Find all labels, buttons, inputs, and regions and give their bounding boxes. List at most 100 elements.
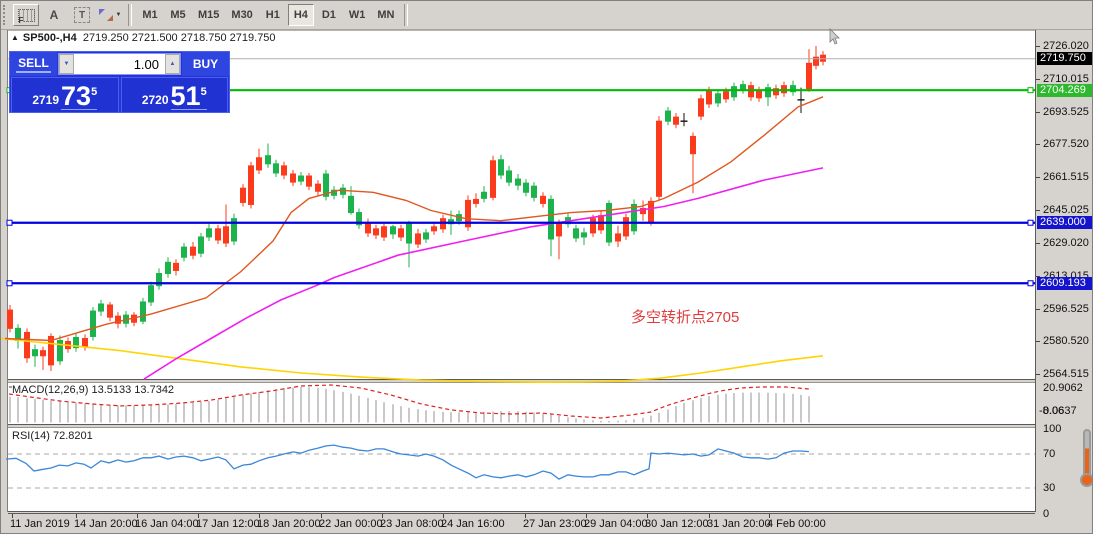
price-axis-tick xyxy=(1036,177,1040,178)
buy-price-display[interactable]: 2720 515 xyxy=(120,77,228,113)
spinner-up-icon: ▲ xyxy=(169,61,176,67)
sell-price-display[interactable]: 2719 735 xyxy=(11,77,119,113)
rsi-scale-label: 30 xyxy=(1043,482,1056,494)
macd-scale-value-a: 0.0637 xyxy=(1043,405,1077,417)
time-axis-tick xyxy=(443,514,444,518)
price-scale-label: 2645.025 xyxy=(1043,204,1089,217)
time-axis-tick xyxy=(525,514,526,518)
timeframe-group: M1 M5 M15 M30 H1 H4 D1 W1 MN xyxy=(136,4,400,26)
chart-right-border xyxy=(1035,30,1036,512)
time-axis-tick xyxy=(137,514,138,518)
volume-stepper: ▼ 1.00 ▲ xyxy=(58,53,181,75)
price-axis-tick xyxy=(1036,144,1040,146)
time-axis-label: 29 Jan 04:00 xyxy=(584,518,648,530)
rsi-scale-label: 100 xyxy=(1043,422,1062,435)
chart-title: ▲ SP500-,H4 2719.250 2721.500 2718.750 27… xyxy=(11,32,276,44)
time-axis-label: 4 Feb 00:00 xyxy=(767,518,826,530)
price-axis-tick xyxy=(1036,308,1040,310)
price-scale-label: 2693.525 xyxy=(1043,105,1089,118)
time-axis-tick xyxy=(198,514,199,518)
timeframe-button-w1[interactable]: W1 xyxy=(348,9,366,21)
price-scale-label: 2726.020 xyxy=(1043,40,1089,52)
chart-left-border xyxy=(7,30,8,512)
price-axis[interactable]: 2726.020 2710.015 2693.525 2677.520 2661.515… xyxy=(1036,30,1092,520)
price-axis-tick xyxy=(1036,46,1040,47)
volume-decrease-button[interactable]: ▼ xyxy=(59,54,74,74)
price-tag: 2704.269 xyxy=(1037,83,1092,97)
timeframe-button-m1[interactable]: M1 xyxy=(142,9,158,21)
grid-icon: F xyxy=(17,8,35,25)
time-axis-label: 30 Jan 12:00 xyxy=(645,518,709,530)
time-axis-tick xyxy=(769,514,770,518)
spinner-down-icon: ▼ xyxy=(63,61,70,67)
draw-objects-button[interactable]: ▼ xyxy=(97,4,123,26)
price-scale-label: 2677.520 xyxy=(1043,138,1089,151)
timeframe-button-h1[interactable]: H1 xyxy=(265,9,280,21)
price-scale-label: 2661.515 xyxy=(1043,171,1089,183)
time-axis-label: 14 Jan 20:00 xyxy=(74,518,138,530)
chevron-down-icon[interactable]: ▼ xyxy=(115,12,122,18)
time-axis-tick xyxy=(709,514,710,518)
price-tag: 2609.193 xyxy=(1037,276,1092,290)
toolbar-separator xyxy=(128,4,132,26)
symbol-triangle-icon: ▲ xyxy=(11,33,19,42)
text-box-icon: T xyxy=(74,7,90,23)
time-axis-label: 23 Jan 08:00 xyxy=(380,518,444,530)
rsi-scale-label: 70 xyxy=(1043,448,1056,460)
volume-increase-button[interactable]: ▲ xyxy=(165,54,180,74)
draw-objects-icon xyxy=(98,8,113,22)
rsi-label: RSI(14) 72.8201 xyxy=(12,430,93,442)
timeframe-button-h4[interactable]: H4 xyxy=(287,4,314,26)
timeframe-button-m15[interactable]: M15 xyxy=(198,9,220,21)
volume-input[interactable]: 1.00 xyxy=(74,54,165,74)
time-axis-label: 31 Jan 20:00 xyxy=(707,518,771,530)
price-scale-label: 2564.515 xyxy=(1043,368,1089,380)
price-axis-tick xyxy=(1036,210,1040,212)
timeframe-button-m5[interactable]: M5 xyxy=(170,9,186,21)
price-scale-label: 2596.525 xyxy=(1043,302,1089,315)
timeframe-button-m30[interactable]: M30 xyxy=(231,9,253,21)
price-axis-tick xyxy=(1036,78,1040,80)
chart-templates-button[interactable]: F xyxy=(13,4,39,26)
letter-a-icon: A xyxy=(49,8,59,22)
buy-button[interactable]: BUY xyxy=(182,52,229,76)
time-axis-label: 24 Jan 16:00 xyxy=(441,518,505,530)
price-scale-label: 2580.520 xyxy=(1043,335,1089,348)
time-axis-label: 16 Jan 04:00 xyxy=(135,518,199,530)
time-axis-tick xyxy=(259,514,260,518)
text-label-button[interactable]: A xyxy=(41,4,67,26)
time-axis-label: 11 Jan 2019 xyxy=(10,518,70,530)
symbol-period-label: SP500-,H4 xyxy=(22,32,77,44)
rsi-panel[interactable] xyxy=(8,427,1035,512)
toolbar-grip[interactable] xyxy=(3,5,9,25)
price-axis-tick xyxy=(1036,111,1040,113)
time-axis-tick xyxy=(382,514,383,518)
rsi-scale-label: 0 xyxy=(1043,507,1050,520)
timeframe-button-mn[interactable]: MN xyxy=(377,9,395,21)
price-axis-tick xyxy=(1036,275,1040,277)
time-axis-label: 18 Jan 20:00 xyxy=(257,518,321,530)
toolbar: F A T ▼ M1 M5 M15 M30 H1 H4 D1 W1 MN xyxy=(1,1,1092,30)
time-axis-label: 17 Jan 12:00 xyxy=(196,518,260,530)
macd-scale-max: 20.9062 xyxy=(1043,382,1083,394)
text-box-button[interactable]: T xyxy=(69,4,95,26)
time-axis-tick xyxy=(647,514,648,518)
time-axis-label: 22 Jan 00:00 xyxy=(319,518,383,530)
price-tag: 2719.750 xyxy=(1037,52,1092,66)
price-scale-label: 2710.015 xyxy=(1043,72,1089,85)
price-axis-tick xyxy=(1036,341,1040,343)
time-axis-tick xyxy=(76,514,77,518)
sell-button[interactable]: SELL xyxy=(10,52,57,76)
time-axis-tick xyxy=(586,514,587,518)
price-tag: 2639.000 xyxy=(1037,216,1092,230)
thermometer-icon xyxy=(1080,429,1092,491)
time-axis-label: 27 Jan 23:00 xyxy=(523,518,587,530)
chart-annotation-text[interactable]: 多空转折点2705 xyxy=(631,309,740,326)
time-axis-tick xyxy=(12,514,13,518)
time-axis[interactable]: 11 Jan 2019 14 Jan 20:00 16 Jan 04:00 17 Ja… xyxy=(8,513,1035,533)
macd-label: MACD(12,26,9) 13.5133 13.7342 xyxy=(12,384,175,396)
timeframe-button-d1[interactable]: D1 xyxy=(321,9,336,21)
ohlc-values: 2719.250 2721.500 2718.750 2719.750 xyxy=(82,32,276,44)
price-axis-tick xyxy=(1036,242,1040,244)
